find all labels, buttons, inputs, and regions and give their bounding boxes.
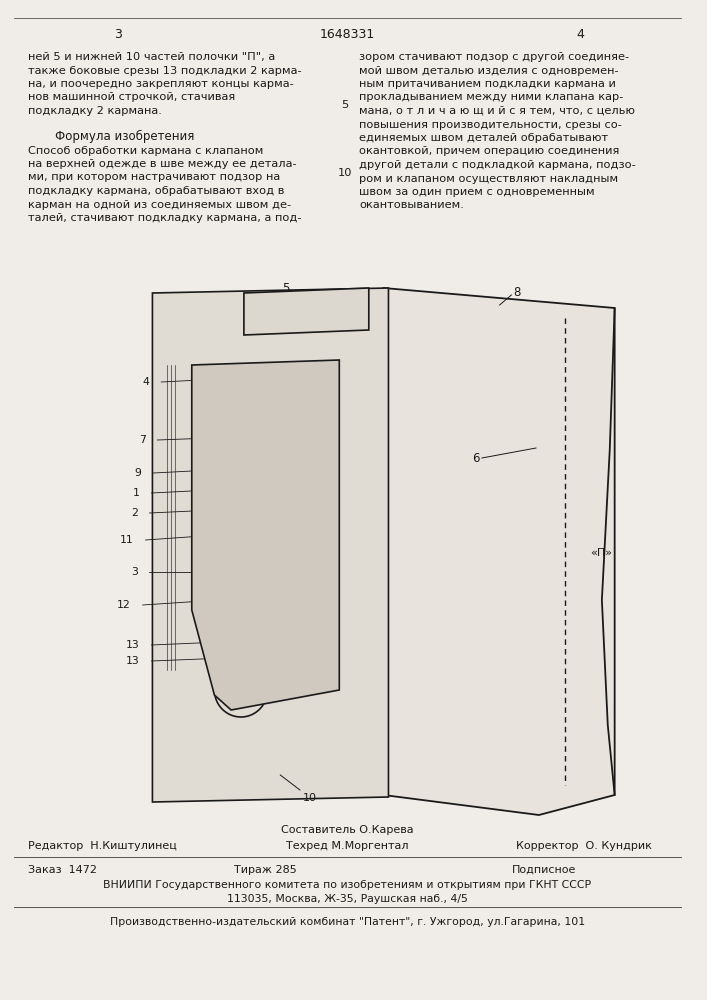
Text: Составитель О.Карева: Составитель О.Карева [281, 825, 414, 835]
Text: 5: 5 [341, 100, 349, 110]
Text: Способ обработки кармана с клапаном: Способ обработки кармана с клапаном [28, 145, 263, 155]
Text: ным притачиванием подкладки кармана и: ным притачиванием подкладки кармана и [359, 79, 616, 89]
Text: «П»: «П» [590, 548, 612, 558]
Text: 12: 12 [117, 600, 131, 610]
Text: 5: 5 [282, 282, 289, 294]
Text: 2: 2 [131, 508, 138, 518]
Text: 6: 6 [472, 452, 480, 464]
Text: мой швом деталью изделия с одновремен-: мой швом деталью изделия с одновремен- [359, 66, 619, 76]
Text: 7: 7 [139, 435, 146, 445]
Polygon shape [383, 288, 614, 815]
Text: 13: 13 [126, 640, 140, 650]
Text: Техред М.Моргентал: Техред М.Моргентал [286, 841, 409, 851]
Text: ВНИИПИ Государственного комитета по изобретениям и открытиям при ГКНТ СССР: ВНИИПИ Государственного комитета по изоб… [103, 880, 591, 890]
Text: 8: 8 [513, 286, 521, 298]
Text: нов машинной строчкой, стачивая: нов машинной строчкой, стачивая [28, 93, 235, 103]
Text: на, и поочередно закрепляют концы карма-: на, и поочередно закрепляют концы карма- [28, 79, 293, 89]
Text: талей, стачивают подкладку кармана, а под-: талей, стачивают подкладку кармана, а по… [28, 213, 301, 223]
Polygon shape [192, 360, 339, 710]
Text: 4: 4 [143, 377, 149, 387]
Polygon shape [153, 288, 388, 802]
Text: на верхней одежде в шве между ее детала-: на верхней одежде в шве между ее детала- [28, 159, 296, 169]
Text: 13: 13 [126, 656, 140, 666]
Text: прокладыванием между ними клапана кар-: прокладыванием между ними клапана кар- [359, 93, 624, 103]
Text: окантовыванием.: окантовыванием. [359, 200, 464, 211]
Text: другой детали с подкладкой кармана, подзо-: другой детали с подкладкой кармана, подз… [359, 160, 636, 170]
Text: 11: 11 [120, 535, 134, 545]
Text: 4: 4 [576, 28, 584, 41]
Text: Подписное: Подписное [511, 865, 575, 875]
Text: 3: 3 [131, 567, 138, 577]
Text: карман на одной из соединяемых швом де-: карман на одной из соединяемых швом де- [28, 200, 291, 210]
Text: Формула изобретения: Формула изобретения [55, 129, 194, 143]
Text: 10: 10 [303, 793, 317, 803]
Text: зором стачивают подзор с другой соединяе-: зором стачивают подзор с другой соединяе… [359, 52, 629, 62]
Text: ми, при котором настрачивают подзор на: ми, при котором настрачивают подзор на [28, 172, 280, 182]
Text: подкладку кармана, обрабатывают вход в: подкладку кармана, обрабатывают вход в [28, 186, 284, 196]
Text: ней 5 и нижней 10 частей полочки "П", а: ней 5 и нижней 10 частей полочки "П", а [28, 52, 275, 62]
Text: 10: 10 [338, 167, 353, 178]
Text: швом за один прием с одновременным: швом за один прием с одновременным [359, 187, 595, 197]
Polygon shape [244, 288, 369, 335]
Text: повышения производительности, срезы со-: повышения производительности, срезы со- [359, 119, 622, 129]
Text: 1: 1 [133, 488, 140, 498]
Text: окантовкой, причем операцию соединения: окантовкой, причем операцию соединения [359, 146, 619, 156]
Text: мана, о т л и ч а ю щ и й с я тем, что, с целью: мана, о т л и ч а ю щ и й с я тем, что, … [359, 106, 635, 116]
Text: 1648331: 1648331 [320, 28, 375, 41]
Text: Корректор  О. Кундрик: Корректор О. Кундрик [516, 841, 652, 851]
Text: 9: 9 [135, 468, 141, 478]
Text: Тираж 285: Тираж 285 [234, 865, 297, 875]
Text: Производственно-издательский комбинат "Патент", г. Ужгород, ул.Гагарина, 101: Производственно-издательский комбинат "П… [110, 917, 585, 927]
Text: 3: 3 [114, 28, 122, 41]
Text: также боковые срезы 13 подкладки 2 карма-: также боковые срезы 13 подкладки 2 карма… [28, 66, 301, 76]
Text: единяемых швом деталей обрабатывают: единяемых швом деталей обрабатывают [359, 133, 608, 143]
Text: Заказ  1472: Заказ 1472 [28, 865, 97, 875]
Text: ром и клапаном осуществляют накладным: ром и клапаном осуществляют накладным [359, 174, 618, 184]
Text: Редактор  Н.Киштулинец: Редактор Н.Киштулинец [28, 841, 176, 851]
Text: подкладку 2 кармана.: подкладку 2 кармана. [28, 106, 161, 116]
Text: 113035, Москва, Ж-35, Раушская наб., 4/5: 113035, Москва, Ж-35, Раушская наб., 4/5 [227, 894, 467, 904]
